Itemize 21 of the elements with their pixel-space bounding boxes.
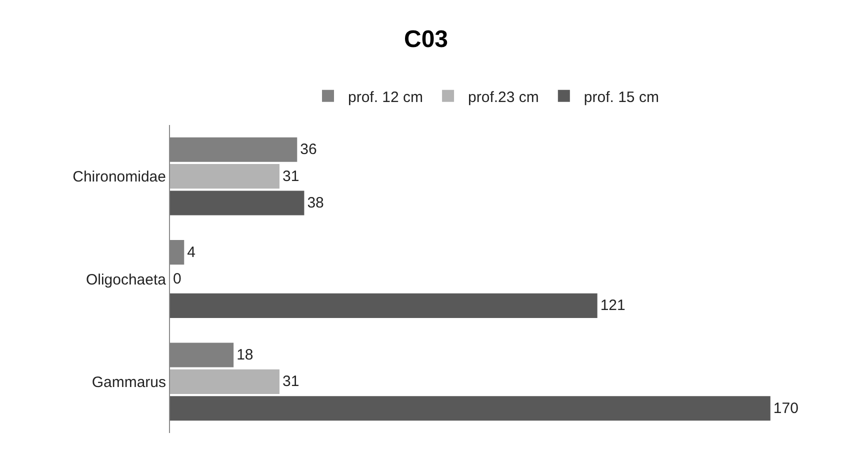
data-label: 31 [282, 168, 300, 185]
legend-label: prof. 15 cm [584, 88, 659, 106]
bar [170, 190, 304, 216]
bar [170, 293, 598, 318]
data-label: 18 [236, 346, 254, 364]
data-label: 170 [773, 400, 798, 417]
data-label: 38 [307, 194, 324, 212]
y-tick-label: Gammarus [92, 374, 166, 391]
bar [170, 396, 770, 421]
y-tick-label: Chironomidae [72, 168, 166, 186]
data-label: 31 [282, 373, 300, 390]
legend-label: prof.23 cm [468, 88, 539, 106]
bar [170, 164, 280, 189]
legend-label: prof. 12 cm [348, 88, 424, 106]
data-label: 36 [300, 141, 317, 158]
data-label: 4 [187, 244, 196, 261]
bar [170, 369, 280, 394]
chart-title: C03 [404, 26, 448, 53]
data-label: 121 [600, 297, 626, 314]
data-label: 0 [173, 270, 182, 288]
y-tick-label: Oligochaeta [86, 271, 167, 288]
